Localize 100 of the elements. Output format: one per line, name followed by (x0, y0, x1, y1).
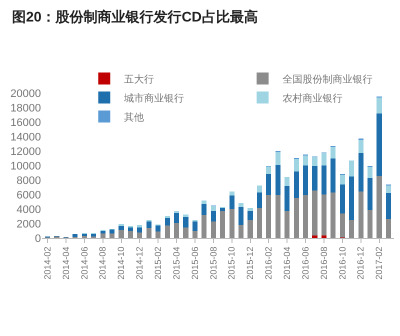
bar (303, 166, 308, 196)
y-tick-label: 6000 (16, 189, 41, 202)
bar (202, 204, 207, 216)
bar (312, 166, 318, 191)
x-tick-label: 2015-06 (190, 246, 200, 280)
y-tick-label: 2000 (16, 218, 41, 230)
bar (137, 227, 142, 233)
bar (156, 226, 161, 232)
bar (330, 147, 336, 158)
bar (137, 224, 142, 228)
y-tick-label: 12000 (10, 146, 41, 158)
x-tick-label: 2015-02 (153, 246, 164, 280)
x-tick-label: 2014-08 (98, 246, 108, 280)
bar (118, 226, 124, 230)
bar (192, 222, 198, 232)
x-tick-label: 2015-12 (245, 246, 256, 280)
bar (183, 216, 188, 228)
bar (303, 155, 308, 166)
x-tick-label: 2015-10 (226, 246, 237, 280)
x-tick-label: 2014-12 (134, 246, 145, 280)
bar (266, 194, 272, 238)
bar (128, 231, 133, 238)
bar (358, 140, 364, 153)
bar (210, 206, 216, 211)
bar (91, 234, 96, 237)
bar (303, 195, 308, 238)
bar (386, 218, 392, 238)
bar (368, 178, 373, 210)
bar (72, 234, 78, 237)
bar (229, 196, 234, 209)
bar (340, 184, 345, 214)
bar (284, 211, 290, 238)
bar (266, 166, 272, 174)
bar (248, 220, 253, 238)
bar (358, 152, 364, 192)
bar (100, 233, 106, 238)
bar (229, 209, 234, 238)
bar (118, 230, 124, 238)
bar (220, 208, 226, 212)
x-tick-label: 2014-04 (60, 246, 71, 280)
bar (238, 203, 244, 207)
bar (266, 174, 272, 195)
bar (386, 185, 392, 194)
bar (368, 166, 373, 178)
bar (156, 231, 161, 238)
bar (349, 176, 354, 220)
bar (248, 208, 253, 211)
bar (164, 226, 170, 238)
x-tick-label: 2016-06 (300, 246, 310, 280)
bar (294, 172, 299, 198)
bar (284, 177, 290, 186)
bar (202, 215, 207, 238)
legend-label: 其他 (124, 111, 144, 124)
bar (183, 214, 188, 217)
bar (312, 157, 318, 166)
bar (238, 206, 244, 225)
bar (248, 210, 253, 220)
bar (110, 230, 115, 234)
y-tick-label: 10000 (10, 160, 41, 172)
bar (256, 185, 262, 192)
x-tick-label: 2015-04 (171, 246, 182, 280)
bar (164, 218, 170, 226)
x-tick-label: 2014-10 (116, 246, 126, 280)
bar (312, 235, 318, 238)
chart-title: 图20：股份制商业银行发行CD占比最高 (12, 8, 258, 25)
bar (137, 232, 142, 238)
bar (202, 200, 207, 204)
x-tick-label: 2015-08 (208, 246, 218, 280)
bar (376, 176, 382, 238)
bar (376, 114, 382, 176)
bar (340, 214, 345, 238)
bar (321, 166, 326, 194)
x-tick-label: 2016-12 (356, 246, 366, 280)
bar (368, 210, 373, 238)
bar (312, 190, 318, 236)
bar (183, 227, 188, 238)
bar (174, 223, 180, 238)
bar (349, 160, 354, 177)
y-tick-label: 14000 (10, 131, 41, 144)
bar (330, 158, 336, 193)
bar (164, 216, 170, 218)
bar (275, 152, 280, 166)
bar (321, 153, 326, 166)
bar (146, 222, 152, 228)
bar (294, 158, 299, 172)
bar (340, 174, 345, 184)
x-tick-label: 2017-02 (374, 246, 384, 280)
y-tick-label: 4000 (16, 204, 41, 216)
x-tick-label: 2016-04 (282, 246, 292, 280)
bar (110, 233, 115, 238)
bar (256, 192, 262, 208)
bar (275, 194, 280, 238)
bar (284, 186, 290, 212)
y-tick-label: 8000 (16, 174, 41, 187)
bar (210, 210, 216, 222)
bar (330, 192, 336, 238)
y-tick-label: 16000 (10, 116, 41, 129)
legend-label: 农村商业银行 (282, 92, 343, 104)
legend-label: 全国股份制商业银行 (282, 73, 373, 86)
legend-label: 五大行 (124, 73, 154, 86)
